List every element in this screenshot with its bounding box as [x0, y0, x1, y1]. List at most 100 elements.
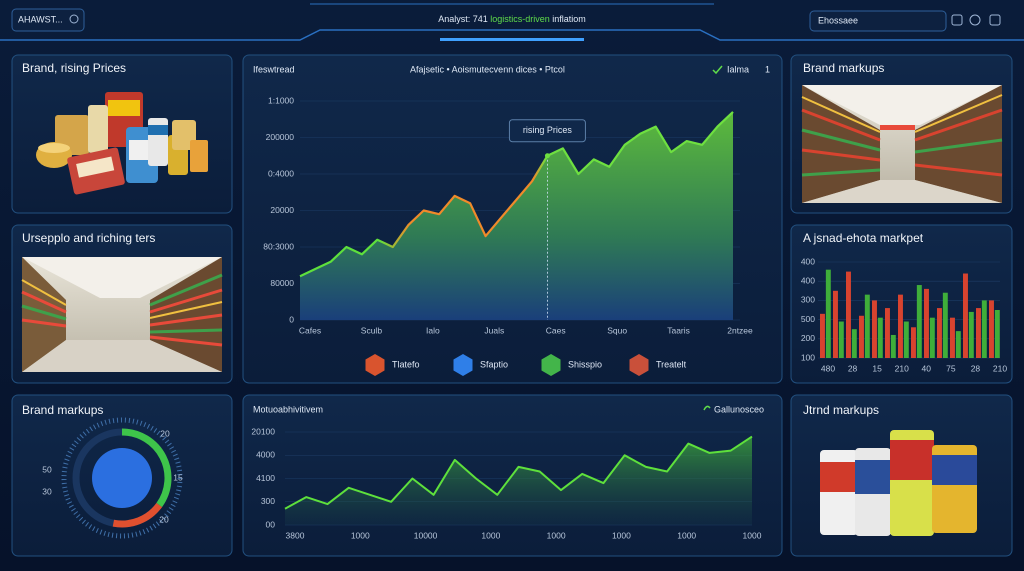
x-tick-label: 40	[922, 363, 932, 373]
bar	[994, 310, 1000, 358]
ring-ticks	[61, 417, 183, 539]
legend-swatch[interactable]	[453, 354, 473, 376]
y-tick-label: 0	[289, 314, 294, 324]
x-tick-label: Ialo	[426, 325, 440, 335]
bar	[838, 321, 844, 358]
title-highlight: logistics-driven	[490, 14, 550, 24]
annotation: rising Prices	[523, 125, 573, 135]
ring-label: 20	[160, 428, 170, 438]
legend-label[interactable]: Tlatefo	[392, 359, 420, 369]
bar	[916, 285, 922, 358]
x-tick-label: 1000	[351, 530, 370, 540]
panel-title: Brand, rising Prices	[22, 61, 126, 75]
y-tick-label: 200000	[266, 132, 295, 142]
x-tick-label: 1000	[743, 530, 762, 540]
bar	[963, 273, 968, 358]
line	[299, 111, 734, 278]
y-tick-label: 20100	[251, 426, 275, 436]
bar	[825, 269, 831, 358]
bar	[955, 331, 961, 358]
header-glow	[440, 38, 584, 41]
y-tick-label: 00	[266, 519, 276, 529]
bar	[968, 311, 974, 358]
product-image	[36, 92, 208, 195]
x-tick-label: 10000	[414, 530, 438, 540]
legend-label[interactable]: Shisspio	[568, 359, 602, 369]
bar	[885, 308, 890, 358]
chart-title: Motuoabhivitivem	[253, 404, 323, 414]
panel-title: A jsnad-ehota markpet	[803, 231, 924, 245]
search-box[interactable]	[11, 8, 85, 32]
bar	[937, 308, 942, 358]
ring-segment	[121, 428, 172, 508]
y-tick-label: 80000	[270, 278, 294, 288]
panel-title: Ursepplo and riching ters	[22, 231, 155, 245]
search-text-right: Ehossaee	[818, 15, 858, 25]
x-tick-label: 3800	[286, 530, 305, 540]
title-suffix: inflatiom	[550, 14, 586, 24]
y-tick-label: 400	[801, 256, 815, 266]
x-tick-label: Sculb	[361, 325, 383, 335]
x-tick-label: Squo	[607, 325, 627, 335]
x-tick-label: 210	[895, 363, 909, 373]
bar	[942, 292, 948, 358]
panel-title: Brand markups	[22, 403, 103, 417]
legend-label[interactable]: Treatelt	[656, 359, 687, 369]
badge-text: Gallunosceo	[714, 404, 764, 414]
icon-button[interactable]	[989, 14, 1001, 26]
bar	[929, 317, 935, 358]
ring-label: 30	[42, 486, 52, 496]
ring-label: 50	[42, 464, 52, 474]
bar	[981, 300, 987, 358]
x-tick-label: 210	[993, 363, 1007, 373]
area	[285, 436, 752, 525]
x-tick-label: Juals	[484, 325, 504, 335]
product-image	[820, 430, 977, 536]
bar	[820, 313, 825, 358]
x-tick-label: 15	[872, 363, 882, 373]
toggle-label[interactable]: Ialma	[727, 64, 749, 74]
ring-label: 20	[159, 514, 169, 524]
y-tick-label: 4000	[256, 450, 275, 460]
x-tick-label: Taaris	[667, 325, 690, 335]
legend-swatch[interactable]	[629, 354, 649, 376]
bar	[890, 334, 896, 358]
bar	[976, 308, 981, 358]
check-icon[interactable]	[712, 65, 723, 75]
bar	[859, 315, 864, 358]
y-tick-label: 80:3000	[263, 241, 294, 251]
icon-button[interactable]	[951, 14, 963, 26]
x-tick-label: 1000	[547, 530, 566, 540]
panel-title: Brand markups	[803, 61, 884, 75]
x-tick-label: 1000	[677, 530, 696, 540]
badge-icon	[703, 405, 711, 411]
annotation-box	[508, 119, 586, 143]
search-box-right[interactable]	[809, 10, 947, 32]
chart-title: Ifeswtread	[253, 64, 295, 74]
bar	[950, 317, 955, 358]
y-tick-label: 20000	[270, 205, 294, 215]
legend-label[interactable]: Sfaptio	[480, 359, 508, 369]
y-tick-label: 500	[801, 314, 815, 324]
bar	[903, 321, 909, 358]
icon-button[interactable]	[969, 14, 981, 26]
bar	[872, 300, 877, 358]
bar	[989, 300, 994, 358]
x-tick-label: Caes	[546, 325, 566, 335]
search-icon[interactable]	[69, 14, 79, 24]
header-frame	[0, 29, 1024, 41]
bar	[877, 317, 883, 358]
search-text: AHAWST...	[18, 14, 63, 24]
ring-label: 15	[173, 472, 183, 482]
legend-swatch[interactable]	[541, 354, 561, 376]
legend-swatch[interactable]	[365, 354, 385, 376]
bar	[833, 290, 838, 358]
store-image	[21, 257, 223, 372]
area	[300, 111, 733, 321]
y-tick-label: 300	[801, 295, 815, 305]
bar	[864, 294, 870, 358]
panel-title: Jtrnd markups	[803, 403, 879, 417]
x-tick-label: 28	[848, 363, 858, 373]
